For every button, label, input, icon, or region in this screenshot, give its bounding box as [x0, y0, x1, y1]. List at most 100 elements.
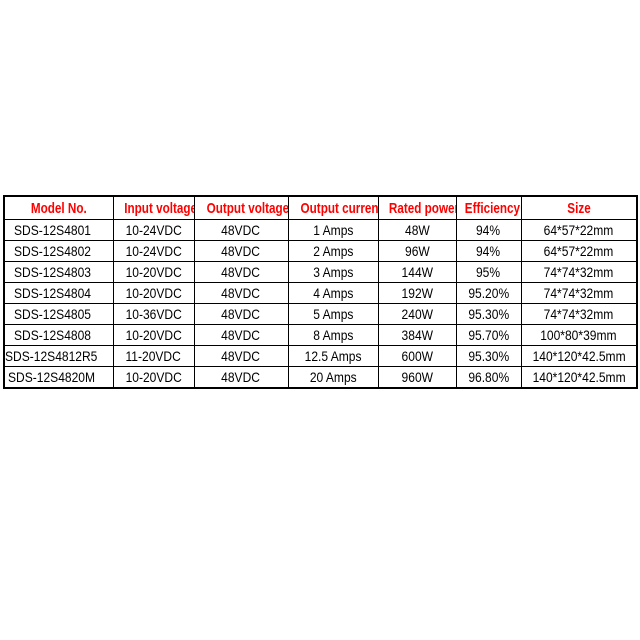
cell-text: 10-24VDC	[125, 243, 182, 259]
cell-efficiency: 94%	[455, 240, 522, 262]
cell-text: 48VDC	[221, 285, 261, 301]
col-header-output-voltage: Output voltage	[193, 195, 289, 220]
cell-input-voltage: 10-36VDC	[112, 303, 195, 325]
cell-text: 2 Amps	[312, 243, 354, 259]
cell-text: 74*74*32mm	[543, 264, 614, 280]
spec-table: Model No. Input voltage Output voltage O…	[3, 195, 638, 389]
table-row: SDS-12S4805 10-36VDC 48VDC 5 Amps 240W 9…	[3, 303, 638, 325]
cell-text: 95.30%	[468, 306, 509, 322]
cell-size: 74*74*32mm	[520, 303, 638, 325]
cell-model-no: SDS-12S4805	[3, 303, 114, 325]
cell-output-current: 1 Amps	[287, 219, 379, 241]
cell-text: 12.5 Amps	[304, 348, 362, 364]
cell-model-no: SDS-12S4820M	[3, 366, 114, 389]
cell-efficiency: 94%	[455, 219, 522, 241]
cell-model-no: SDS-12S4804	[3, 282, 114, 304]
cell-efficiency: 95.20%	[455, 282, 522, 304]
cell-size: 140*120*42.5mm	[520, 345, 638, 367]
cell-text: SDS-12S4820M	[8, 369, 96, 385]
cell-rated-power: 600W	[377, 345, 457, 367]
table-row: SDS-12S4812R5 11-20VDC 48VDC 12.5 Amps 6…	[3, 345, 638, 367]
cell-text: 95.20%	[468, 285, 509, 301]
cell-model-no: SDS-12S4812R5	[3, 345, 114, 367]
cell-text: 5 Amps	[312, 306, 354, 322]
cell-input-voltage: 11-20VDC	[112, 345, 195, 367]
col-header-output-current-label: Output current	[300, 199, 378, 217]
cell-text: SDS-12S4804	[13, 285, 91, 301]
cell-text: 144W	[401, 264, 433, 280]
cell-rated-power: 960W	[377, 366, 457, 389]
cell-model-no: SDS-12S4803	[3, 261, 114, 283]
cell-rated-power: 240W	[377, 303, 457, 325]
cell-size: 74*74*32mm	[520, 261, 638, 283]
cell-text: 140*120*42.5mm	[532, 348, 626, 364]
cell-rated-power: 96W	[377, 240, 457, 262]
cell-output-current: 2 Amps	[287, 240, 379, 262]
col-header-efficiency: Efficiency	[455, 195, 522, 220]
cell-input-voltage: 10-20VDC	[112, 366, 195, 389]
cell-text: 240W	[401, 306, 433, 322]
cell-text: 94%	[476, 222, 501, 238]
cell-input-voltage: 10-24VDC	[112, 240, 195, 262]
cell-efficiency: 95.70%	[455, 324, 522, 346]
cell-output-voltage: 48VDC	[193, 282, 289, 304]
col-header-input-voltage-label: Input voltage	[123, 199, 194, 217]
table-row: SDS-12S4801 10-24VDC 48VDC 1 Amps 48W 94…	[3, 219, 638, 241]
cell-text: 96.80%	[468, 369, 509, 385]
cell-output-current: 5 Amps	[287, 303, 379, 325]
cell-text: 48VDC	[221, 327, 261, 343]
cell-text: SDS-12S4812R5	[5, 348, 98, 364]
col-header-model-no-label: Model No.	[30, 199, 87, 217]
table-row: SDS-12S4802 10-24VDC 48VDC 2 Amps 96W 94…	[3, 240, 638, 262]
cell-rated-power: 384W	[377, 324, 457, 346]
cell-efficiency: 96.80%	[455, 366, 522, 389]
cell-size: 64*57*22mm	[520, 240, 638, 262]
cell-output-voltage: 48VDC	[193, 366, 289, 389]
cell-output-voltage: 48VDC	[193, 240, 289, 262]
cell-size: 64*57*22mm	[520, 219, 638, 241]
cell-text: 48W	[404, 222, 430, 238]
cell-text: 10-20VDC	[125, 264, 182, 280]
cell-text: 74*74*32mm	[543, 285, 614, 301]
table-row: SDS-12S4820M 10-20VDC 48VDC 20 Amps 960W…	[3, 366, 638, 389]
cell-rated-power: 144W	[377, 261, 457, 283]
cell-text: 96W	[404, 243, 430, 259]
cell-text: 10-24VDC	[125, 222, 182, 238]
cell-size: 74*74*32mm	[520, 282, 638, 304]
cell-output-current: 8 Amps	[287, 324, 379, 346]
cell-size: 140*120*42.5mm	[520, 366, 638, 389]
col-header-size-label: Size	[567, 199, 591, 217]
table-row: SDS-12S4808 10-20VDC 48VDC 8 Amps 384W 9…	[3, 324, 638, 346]
cell-efficiency: 95.30%	[455, 303, 522, 325]
cell-text: 10-36VDC	[125, 306, 182, 322]
cell-text: 64*57*22mm	[543, 243, 614, 259]
cell-input-voltage: 10-24VDC	[112, 219, 195, 241]
cell-text: 48VDC	[221, 348, 261, 364]
cell-model-no: SDS-12S4802	[3, 240, 114, 262]
cell-efficiency: 95.30%	[455, 345, 522, 367]
table-row: SDS-12S4803 10-20VDC 48VDC 3 Amps 144W 9…	[3, 261, 638, 283]
cell-text: 1 Amps	[312, 222, 354, 238]
cell-input-voltage: 10-20VDC	[112, 282, 195, 304]
cell-text: 384W	[401, 327, 433, 343]
cell-text: 600W	[401, 348, 433, 364]
col-header-size: Size	[520, 195, 638, 220]
col-header-input-voltage: Input voltage	[112, 195, 195, 220]
cell-text: SDS-12S4803	[13, 264, 91, 280]
cell-text: 10-20VDC	[125, 327, 182, 343]
cell-rated-power: 192W	[377, 282, 457, 304]
cell-input-voltage: 10-20VDC	[112, 261, 195, 283]
cell-text: 960W	[401, 369, 433, 385]
cell-size: 100*80*39mm	[520, 324, 638, 346]
cell-text: 94%	[476, 243, 501, 259]
cell-text: 74*74*32mm	[543, 306, 614, 322]
cell-output-current: 20 Amps	[287, 366, 379, 389]
cell-output-voltage: 48VDC	[193, 219, 289, 241]
cell-text: SDS-12S4805	[13, 306, 91, 322]
header-row: Model No. Input voltage Output voltage O…	[3, 195, 638, 220]
cell-text: 192W	[401, 285, 433, 301]
cell-text: 95.70%	[468, 327, 509, 343]
cell-text: SDS-12S4802	[13, 243, 91, 259]
cell-text: 8 Amps	[312, 327, 354, 343]
